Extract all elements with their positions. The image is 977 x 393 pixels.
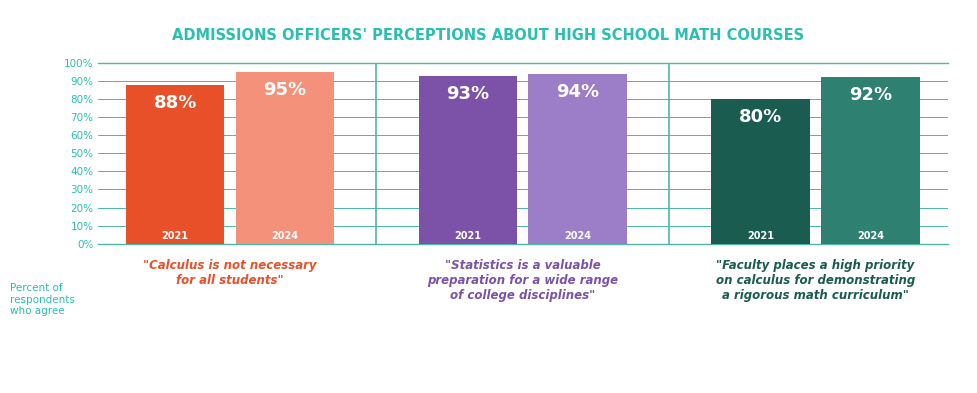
Bar: [418, 75, 517, 244]
Text: "Statistics is a valuable
preparation for a wide range
of college disciplines": "Statistics is a valuable preparation fo…: [427, 259, 618, 302]
Bar: [126, 84, 225, 244]
Text: 88%: 88%: [153, 94, 196, 112]
Bar: [235, 72, 334, 244]
Bar: [711, 99, 810, 244]
Text: 2021: 2021: [161, 231, 189, 241]
Text: 2021: 2021: [747, 231, 774, 241]
Bar: [821, 77, 919, 244]
Text: 93%: 93%: [446, 84, 489, 103]
Text: 94%: 94%: [556, 83, 599, 101]
Text: 2021: 2021: [454, 231, 482, 241]
Bar: [529, 74, 627, 244]
Text: "Calculus is not necessary
for all students": "Calculus is not necessary for all stude…: [144, 259, 317, 287]
Text: 95%: 95%: [264, 81, 307, 99]
Text: 92%: 92%: [849, 86, 892, 105]
Text: 2024: 2024: [857, 231, 884, 241]
Text: 2024: 2024: [272, 231, 298, 241]
Text: "Faculty places a high priority
on calculus for demonstrating
a rigorous math cu: "Faculty places a high priority on calcu…: [716, 259, 915, 302]
Text: Percent of
respondents
who agree: Percent of respondents who agree: [10, 283, 74, 316]
Text: 2024: 2024: [564, 231, 591, 241]
Text: ADMISSIONS OFFICERS' PERCEPTIONS ABOUT HIGH SCHOOL MATH COURSES: ADMISSIONS OFFICERS' PERCEPTIONS ABOUT H…: [172, 28, 805, 42]
Text: 80%: 80%: [739, 108, 783, 126]
